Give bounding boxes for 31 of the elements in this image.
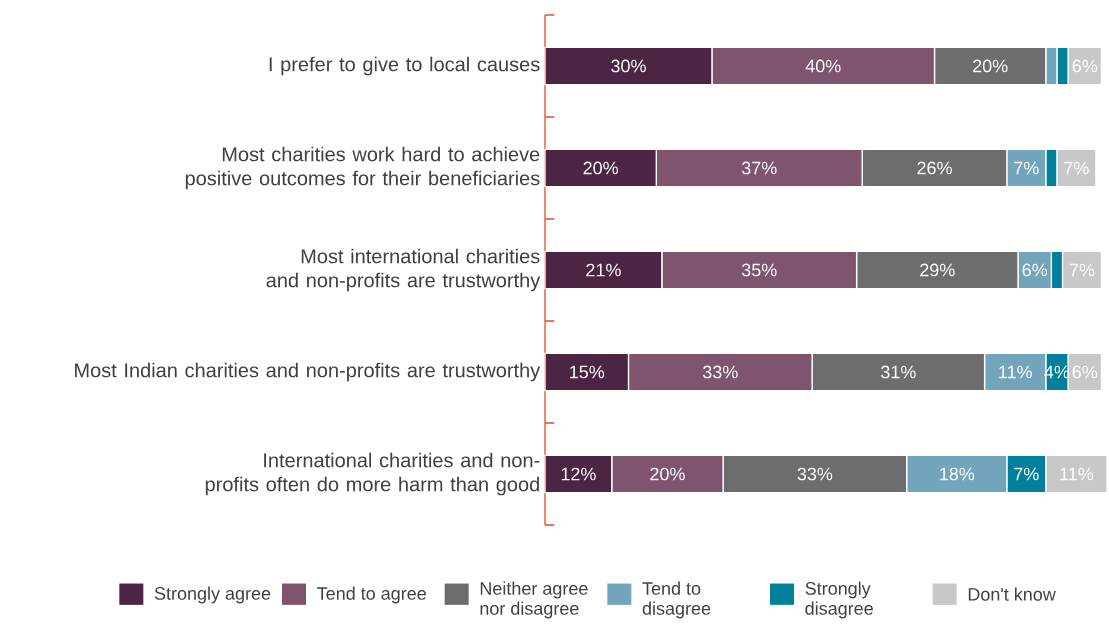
y-tick-label: Most Indian charities and non-profits are trustworthy <box>75 362 541 382</box>
data-label: 30% <box>611 59 646 73</box>
data-label: 7% <box>1014 161 1039 175</box>
y-tick-label: Most international charities and non-profits are trustworthy <box>266 248 541 292</box>
data-label: 15% <box>570 365 605 379</box>
legend-label: Neither agree nor disagree <box>480 581 588 619</box>
y-tick-label: I prefer to give to local causes <box>269 56 540 76</box>
data-label: 33% <box>702 365 738 379</box>
data-label: 20% <box>973 59 1008 73</box>
legend-label: Don't know <box>968 587 1056 601</box>
data-label: 37% <box>741 161 777 175</box>
data-label: 21% <box>586 263 621 277</box>
data-label: 40% <box>805 59 841 73</box>
data-label: 20% <box>650 467 685 481</box>
data-label: 20% <box>583 161 619 175</box>
y-tick-label: International charities and non-profits often do more harm than good <box>205 452 540 496</box>
data-label: 7% <box>1014 467 1039 481</box>
data-label: 33% <box>797 467 833 481</box>
legend-label: Tend to agree <box>317 586 426 604</box>
data-label: 12% <box>561 467 596 481</box>
data-label: 26% <box>917 161 952 175</box>
legend-label: Strongly agree <box>154 586 271 604</box>
data-label: 11% <box>999 365 1032 379</box>
y-tick-label: Most charities work hard to achieve positive outcomes for their beneficiaries <box>185 146 540 190</box>
data-label: 35% <box>741 263 777 277</box>
data-label: 18% <box>940 467 975 481</box>
legend-label: Strongly disagree <box>805 581 873 619</box>
legend-label: Tend to disagree <box>642 581 711 619</box>
data-label: 29% <box>920 263 955 277</box>
data-label: 31% <box>881 365 916 379</box>
data-label: 6% <box>1022 263 1048 277</box>
